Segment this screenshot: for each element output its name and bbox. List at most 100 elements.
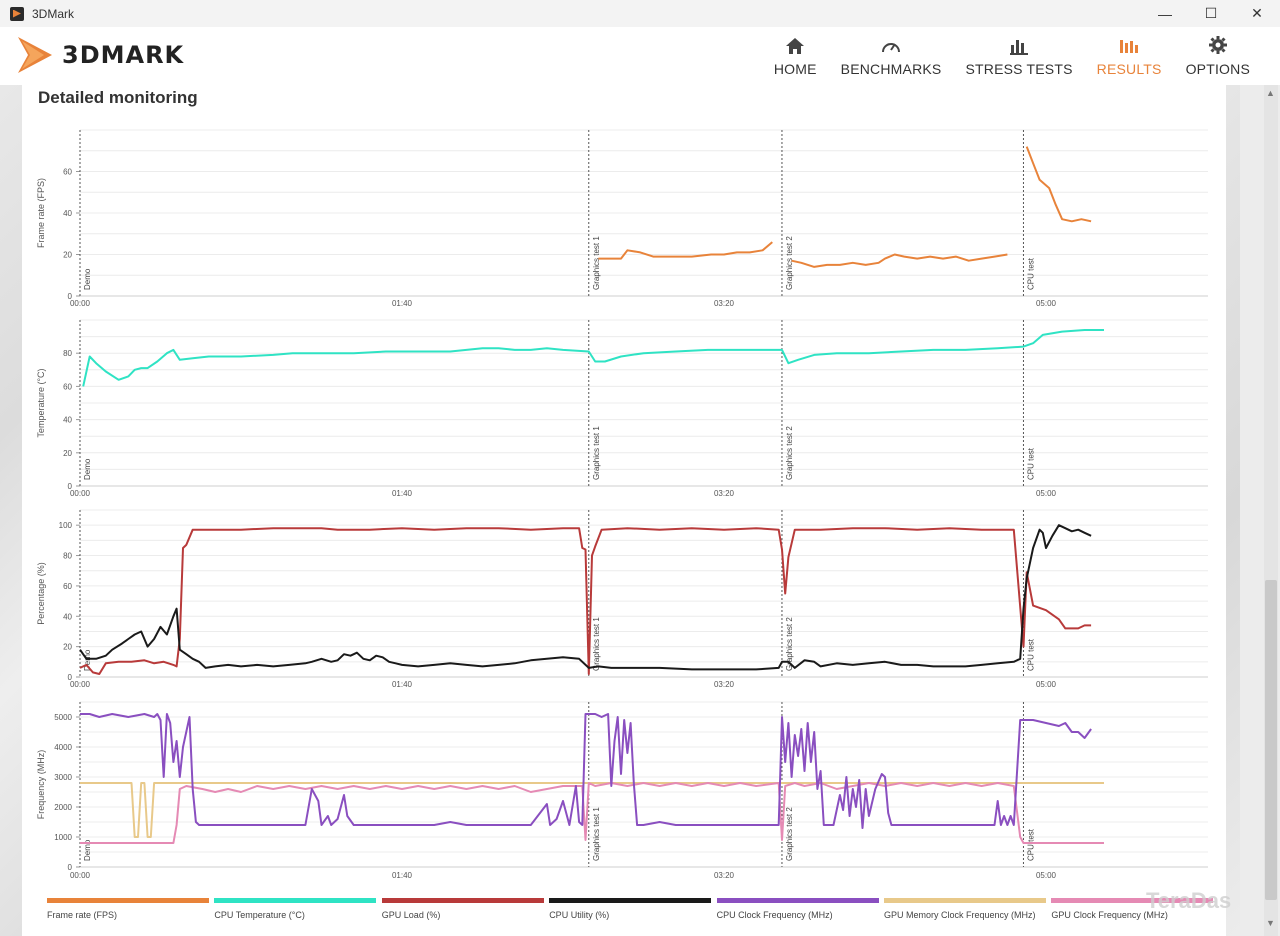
app-icon [10,6,24,21]
legend-swatch [549,898,712,903]
x-tick-label: 00:00 [70,680,91,689]
test-marker-label: Demo [83,839,92,861]
nav-home[interactable]: HOME [774,33,817,77]
x-tick-label: 00:00 [70,299,91,308]
y-tick-label: 40 [63,612,72,621]
results-icon [1119,33,1139,55]
series-line-cpu-util [79,524,1092,671]
legend-label: GPU Memory Clock Frequency (MHz) [884,910,1036,920]
x-tick-label: 05:00 [1036,489,1057,498]
minimize-button[interactable]: — [1158,5,1172,22]
scroll-down-arrow[interactable]: ▼ [1266,918,1275,928]
legend-label: CPU Temperature (°C) [214,910,305,920]
background-pattern-left [0,85,22,936]
series-line-fps [598,241,773,260]
scroll-up-arrow[interactable]: ▲ [1266,88,1275,98]
legend-label: GPU Clock Frequency (MHz) [1051,910,1168,920]
series-line-gpu-load [79,527,1092,675]
nav-benchmarks[interactable]: BENCHMARKS [841,33,942,77]
test-marker-label: Graphics test 2 [785,236,794,290]
x-tick-label: 00:00 [70,871,91,880]
test-marker-label: CPU test [1026,447,1035,480]
y-tick-label: 60 [63,168,72,177]
y-axis-label: Frequency (MHz) [36,750,46,820]
nav-results[interactable]: RESULTS [1097,33,1162,77]
legend-item: Frame rate (FPS) [47,898,209,920]
test-marker-label: Demo [83,649,92,671]
y-axis-label: Frame rate (FPS) [36,178,46,248]
gauge-icon [881,33,901,55]
legend-item: CPU Utility (%) [549,898,712,920]
legend-label: Frame rate (FPS) [47,910,118,920]
legend-swatch [214,898,377,903]
x-tick-label: 05:00 [1036,299,1057,308]
y-tick-label: 4000 [54,743,72,752]
y-tick-label: 0 [68,292,73,301]
series-line-fps [1025,146,1092,223]
y-tick-label: 1000 [54,833,72,842]
legend-swatch [884,898,1046,903]
x-tick-label: 03:20 [714,680,735,689]
legend-item: GPU Clock Frequency (MHz) [1051,898,1214,920]
nav-benchmarks-label: BENCHMARKS [840,61,942,77]
test-marker-label: Demo [83,268,92,290]
logo-text: 3DMARK [62,41,185,69]
test-marker-label: Graphics test 2 [785,617,794,671]
maximize-button[interactable]: ☐ [1204,5,1218,21]
legend-swatch [47,898,209,903]
x-tick-label: 00:00 [70,489,91,498]
y-tick-label: 60 [63,382,72,391]
y-tick-label: 80 [63,552,72,561]
legend-swatch [381,898,544,903]
y-axis-label: Temperature (°C) [36,368,46,437]
y-tick-label: 80 [63,349,72,358]
y-tick-label: 5000 [54,713,72,722]
y-tick-label: 40 [63,416,72,425]
x-tick-label: 01:40 [392,871,413,880]
series-line-gpu-clock [80,782,1104,844]
test-marker-label: CPU test [1026,257,1035,290]
window-titlebar: 3DMark — ☐ ✕ [0,0,1280,27]
scrollbar-thumb[interactable] [1265,580,1277,900]
home-icon [785,33,805,55]
legend-swatch [1051,898,1214,903]
3dmark-logo[interactable]: 3DMARK [18,33,184,77]
legend-item: CPU Clock Frequency (MHz) [716,898,879,920]
legend-item: GPU Memory Clock Frequency (MHz) [884,898,1046,920]
nav-stress-tests-label: STRESS TESTS [965,61,1073,77]
test-marker-label: Graphics test 2 [785,807,794,861]
nav-home-label: HOME [773,61,817,77]
test-marker-label: CPU test [1026,828,1035,861]
watermark: TeraDas [1146,888,1232,913]
y-tick-label: 0 [68,673,73,682]
window-controls: — ☐ ✕ [1142,0,1280,27]
y-tick-label: 40 [63,209,72,218]
x-tick-label: 01:40 [392,680,413,689]
y-tick-label: 0 [68,863,73,872]
y-tick-label: 0 [68,482,73,491]
nav-options[interactable]: OPTIONS [1186,33,1250,77]
page-title: Detailed monitoring [38,88,198,107]
legend-label: CPU Clock Frequency (MHz) [716,910,833,920]
close-button[interactable]: ✕ [1251,5,1263,21]
nav-options-label: OPTIONS [1185,61,1250,77]
x-tick-label: 01:40 [392,489,413,498]
legend-item: CPU Temperature (°C) [214,898,377,920]
test-marker-label: Graphics test 1 [592,426,601,480]
nav-stress-tests[interactable]: STRESS TESTS [965,33,1072,77]
x-tick-label: 05:00 [1036,871,1057,880]
x-tick-label: 03:20 [714,489,735,498]
main-nav: HOME BENCHMARKS STRESS TESTS RESULTS OPT… [750,33,1250,77]
y-tick-label: 3000 [54,773,72,782]
test-marker-label: Graphics test 1 [592,236,601,290]
y-tick-label: 60 [63,582,72,591]
y-tick-label: 20 [63,449,72,458]
series-line-fps [791,253,1008,268]
legend-label: GPU Load (%) [381,910,441,920]
window-title: 3DMark [32,6,75,21]
background-pattern-right [1226,85,1240,936]
gear-icon [1208,33,1228,55]
x-tick-label: 05:00 [1036,680,1057,689]
y-tick-label: 20 [63,643,72,652]
